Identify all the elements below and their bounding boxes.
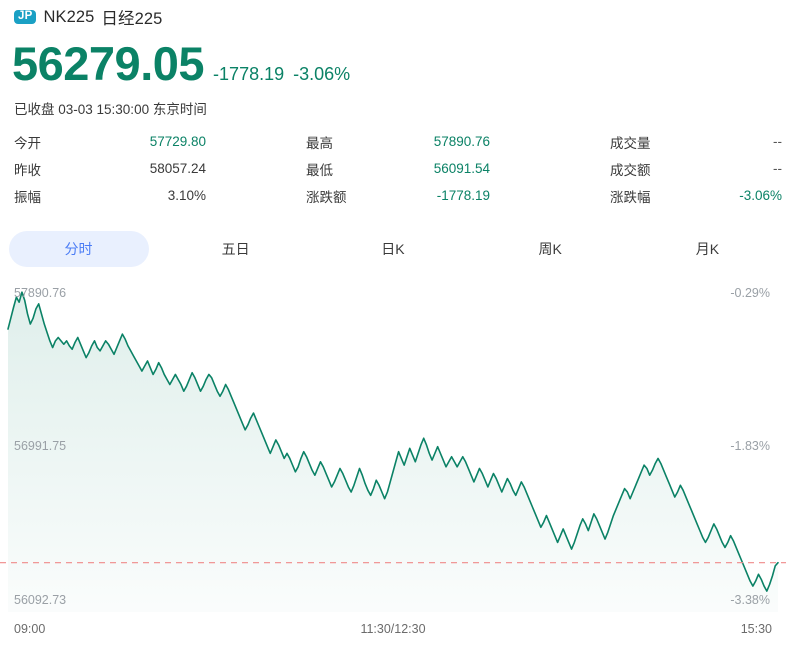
chart-canvas[interactable]: [0, 282, 786, 612]
stat-value: 58057.24: [149, 161, 206, 176]
price-change: -1778.19: [213, 64, 285, 84]
tab-intraday[interactable]: 分时: [8, 231, 149, 267]
stat-value: --: [773, 161, 782, 176]
market-flag-badge: JP: [14, 9, 37, 25]
stat-value: --: [773, 134, 782, 149]
last-price: 56279.05: [12, 37, 205, 90]
stats-row: 今开 57729.80 最高 57890.76 成交量 --: [0, 128, 786, 155]
stat-label: 昨收: [14, 162, 41, 178]
symbol-header: JP NK225 日经225: [14, 6, 162, 28]
stat-label: 最低: [306, 162, 333, 178]
price-block: 56279.05 -1778.19 -3.06%: [12, 40, 350, 87]
y-axis-label-top-right: -0.29%: [730, 286, 770, 300]
y-axis-label-mid-left: 56991.75: [14, 439, 67, 453]
stat-label: 涨跌额: [306, 189, 347, 205]
stat-label: 涨跌幅: [610, 189, 651, 205]
stat-label: 成交额: [610, 162, 651, 178]
intraday-chart[interactable]: 57890.76 56991.75 56092.73 -0.29% -1.83%…: [0, 282, 786, 612]
tab-slot: 分时: [0, 231, 157, 267]
y-axis-label-mid-right: -1.83%: [730, 439, 770, 453]
stat-value: 57890.76: [433, 134, 490, 149]
stat-volume: 成交量 --: [598, 132, 786, 152]
tab-daily-k[interactable]: 日K: [381, 241, 405, 257]
chart-period-tabs: 分时 五日 日K 周K 月K: [0, 231, 786, 267]
symbol-code: NK225: [43, 7, 95, 26]
stat-value: 56091.54: [433, 161, 490, 176]
stat-label: 成交量: [610, 135, 651, 151]
price-change-percent: -3.06%: [293, 64, 351, 84]
x-axis-label-midday: 11:30/12:30: [360, 622, 426, 636]
stat-value: -1778.19: [436, 188, 490, 203]
market-status: 已收盘 03-03 15:30:00 东京时间: [14, 102, 207, 117]
stat-low: 最低 56091.54: [296, 159, 598, 179]
stat-change-amount: 涨跌额 -1778.19: [296, 186, 598, 206]
tab-five-day[interactable]: 五日: [221, 241, 250, 257]
stat-amplitude: 振幅 3.10%: [0, 186, 296, 206]
y-axis-label-top-left: 57890.76: [14, 286, 67, 300]
stat-high: 最高 57890.76: [296, 132, 598, 152]
stat-label: 振幅: [14, 189, 41, 205]
stat-label: 最高: [306, 135, 333, 151]
x-axis-label-close: 15:30: [740, 622, 772, 636]
stat-value: 57729.80: [149, 134, 206, 149]
stat-turnover: 成交额 --: [598, 159, 786, 179]
stat-change-percent: 涨跌幅 -3.06%: [598, 186, 786, 206]
chart-area-fill: [8, 292, 778, 612]
x-axis: 09:00 11:30/12:30 15:30: [0, 622, 786, 646]
tab-monthly-k[interactable]: 月K: [695, 241, 720, 257]
stats-grid: 今开 57729.80 最高 57890.76 成交量 -- 昨收 58057.…: [0, 128, 786, 209]
stat-value: -3.06%: [739, 188, 782, 203]
chart-price-line: [7, 291, 779, 592]
tab-weekly-k[interactable]: 周K: [538, 241, 562, 257]
y-axis-label-bottom-right: -3.38%: [730, 593, 770, 607]
y-axis-label-bottom-left: 56092.73: [14, 593, 67, 607]
stat-prev-close: 昨收 58057.24: [0, 159, 296, 179]
stat-open: 今开 57729.80: [0, 132, 296, 152]
symbol-name: 日经225: [101, 10, 163, 28]
x-axis-label-open: 09:00: [14, 622, 46, 636]
stats-row: 昨收 58057.24 最低 56091.54 成交额 --: [0, 155, 786, 182]
stat-value: 3.10%: [167, 188, 206, 203]
stats-row: 振幅 3.10% 涨跌额 -1778.19 涨跌幅 -3.06%: [0, 182, 786, 209]
stat-label: 今开: [14, 135, 41, 151]
